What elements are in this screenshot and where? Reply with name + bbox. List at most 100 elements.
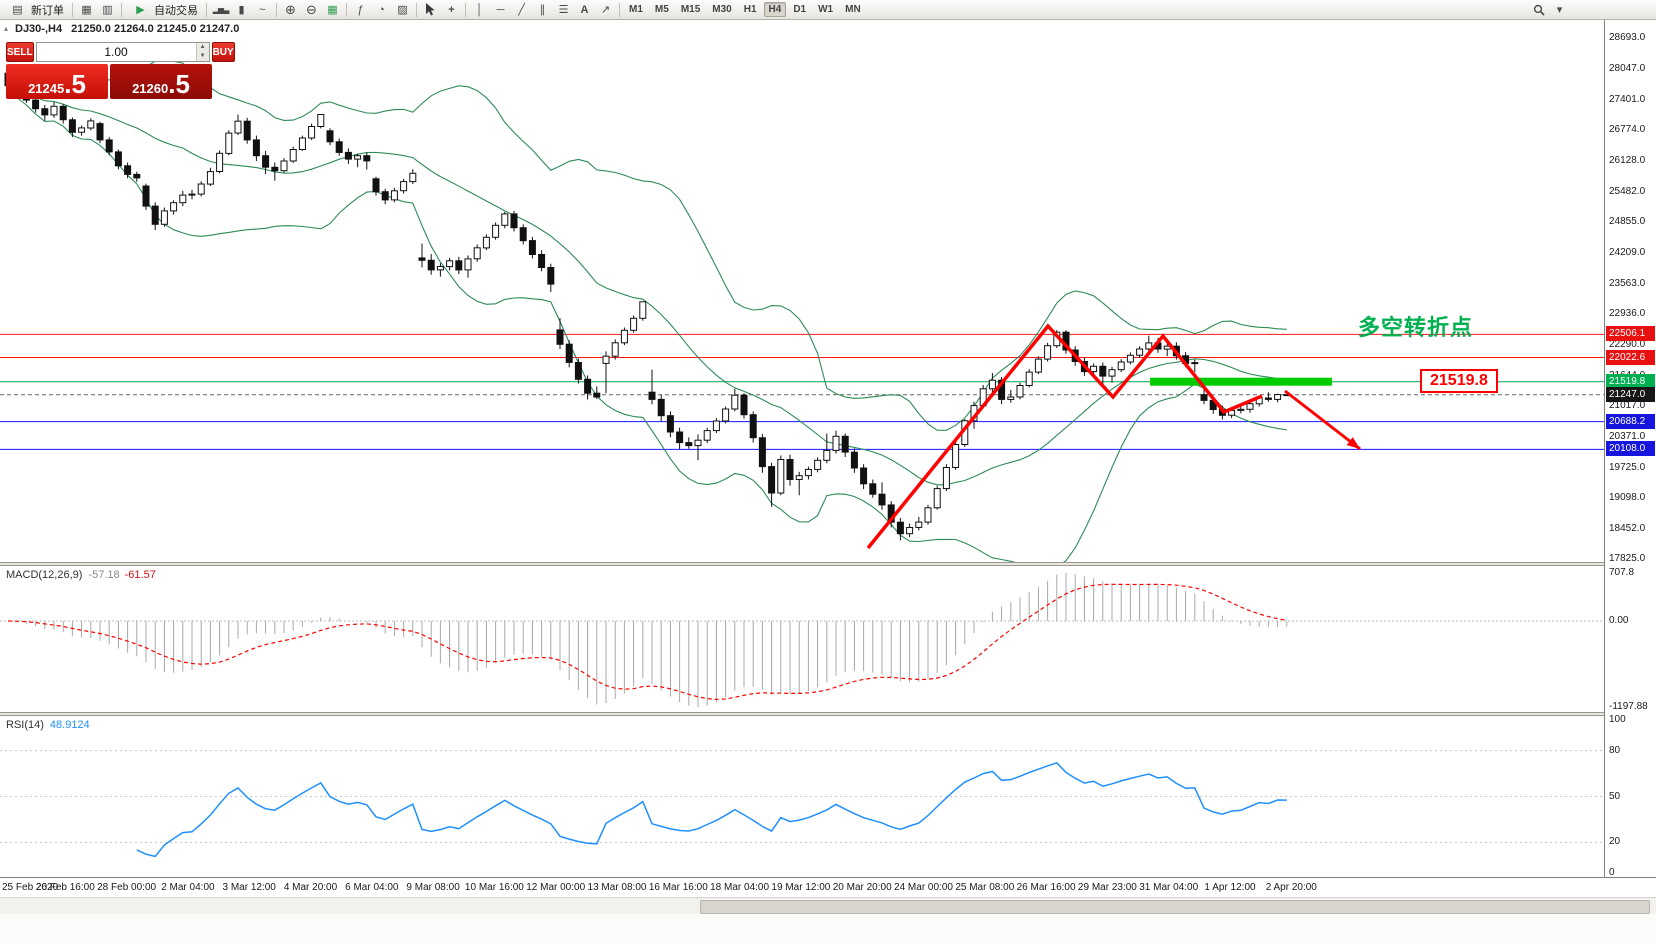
sell-price-button[interactable]: 21245 .5 <box>6 64 108 99</box>
volume-box: ▲ ▼ <box>35 42 210 62</box>
timeframe-mn[interactable]: MN <box>845 4 861 15</box>
line-chart-icon[interactable]: ~ <box>259 3 266 16</box>
rsi-axis-label: 80 <box>1609 744 1621 756</box>
bottom-filler <box>0 914 1656 944</box>
trendline-tool-icon[interactable]: ╱ <box>518 4 525 16</box>
scrollbar-thumb[interactable] <box>700 900 1650 914</box>
tile-windows-icon[interactable]: ▦ <box>327 4 338 16</box>
zoom-out-icon[interactable]: ⊖ <box>306 1 317 17</box>
period-icon[interactable]: ◔ <box>378 3 385 16</box>
timeframe-m15[interactable]: M15 <box>680 4 701 15</box>
auto-trading-play-icon: ▶ <box>136 4 145 16</box>
main-chart-plot[interactable] <box>0 20 1604 562</box>
horizontal-line-tool-icon[interactable]: ─ <box>496 3 505 16</box>
time-label: 6 Mar 04:00 <box>345 882 399 893</box>
buy-button[interactable]: BUY <box>211 42 235 62</box>
crosshair-icon[interactable]: + <box>448 3 455 16</box>
timeframe-m5[interactable]: M5 <box>654 4 669 15</box>
time-label: 4 Mar 20:00 <box>283 882 338 893</box>
time-label: 2 Mar 04:00 <box>161 882 215 893</box>
fibonacci-tool-icon[interactable]: ☰ <box>558 4 569 16</box>
price-axis[interactable]: 28693.0 28047.0 27401.0 26774.0 26128.0 25482… <box>1604 20 1656 878</box>
time-label: 31 Mar 04:00 <box>1139 882 1199 893</box>
zoom-in-icon[interactable]: ⊕ <box>285 1 296 17</box>
timeframe-h1[interactable]: H1 <box>743 4 757 15</box>
price-tick: 18452.0 <box>1609 522 1646 534</box>
price-tick: 20371.0 <box>1609 430 1646 442</box>
buy-price-main: 21260 <box>132 81 169 96</box>
timeframe-h4[interactable]: H4 <box>763 2 787 17</box>
new-order-button[interactable]: ▤ 新订单 <box>2 1 69 18</box>
channel-tool-icon[interactable]: ∥ <box>539 4 546 16</box>
macd-signal-value: -61.57 <box>124 569 156 581</box>
panel-sash-rsi[interactable] <box>0 712 1656 716</box>
rsi-panel-plot[interactable] <box>0 716 1604 877</box>
macd-panel-plot[interactable] <box>0 566 1604 712</box>
time-axis[interactable]: 25 Feb 2020 26 Feb 16:00 28 Feb 00:00 2 Mar… <box>0 877 1656 897</box>
toolbar-dropdown-icon[interactable]: ▾ <box>1556 4 1563 16</box>
macd-axis-label: -1197.88 <box>1609 701 1648 712</box>
sell-price-fraction: .5 <box>64 69 86 99</box>
time-label: 3 Mar 12:00 <box>222 882 276 893</box>
price-tick: 24209.0 <box>1609 246 1646 258</box>
timeframe-m30[interactable]: M30 <box>712 4 732 15</box>
time-label: 19 Mar 12:00 <box>771 882 831 893</box>
turning-point-annotation: 多空转折点 <box>1358 315 1474 340</box>
macd-name: MACD(12,26,9) <box>6 569 83 581</box>
volume-down-button[interactable]: ▼ <box>196 52 209 61</box>
toolbar-separator <box>465 2 466 17</box>
text-tool-icon[interactable]: A <box>580 3 589 16</box>
bar-chart-icon[interactable]: ▂▅▃ <box>212 5 229 14</box>
time-label: 9 Mar 08:00 <box>406 882 460 893</box>
rsi-label: RSI(14) 48.9124 <box>6 719 90 731</box>
new-order-icon: ▤ <box>12 4 23 16</box>
toolbar-separator <box>72 2 73 17</box>
timeframe-w1[interactable]: W1 <box>818 4 834 15</box>
price-tick: 24855.0 <box>1609 215 1646 227</box>
candlestick-icon[interactable]: ▮ <box>238 4 245 16</box>
price-tick: 28047.0 <box>1609 62 1646 74</box>
toolbar-separator <box>206 2 207 17</box>
time-label: 1 Apr 12:00 <box>1204 882 1256 893</box>
indicators-icon[interactable]: ƒ <box>357 3 364 16</box>
magnifier-glyph <box>1533 4 1545 16</box>
volume-input[interactable] <box>36 43 196 61</box>
sell-price-main: 21245 <box>28 81 65 96</box>
price-tick: 27401.0 <box>1609 93 1646 105</box>
panel-sash-macd[interactable] <box>0 562 1656 566</box>
new-chart-icon[interactable]: ▦ <box>81 4 92 16</box>
toolbar-separator <box>346 2 347 17</box>
chart-title: DJ30-,H4 21250.0 21264.0 21245.0 21247.0 <box>15 23 239 35</box>
price-tick: 23563.0 <box>1609 277 1646 289</box>
time-label: 25 Mar 08:00 <box>955 882 1015 893</box>
rsi-name: RSI(14) <box>6 719 44 731</box>
buy-price-button[interactable]: 21260 .5 <box>110 64 212 99</box>
price-tick: 25482.0 <box>1609 185 1646 197</box>
auto-trading-label: 自动交易 <box>154 4 198 17</box>
toolbar: ▤ 新订单 ▦ ▥ ▶ 自动交易 ▂▅▃ ▮ ~ ⊕ ⊖ ▦ ƒ ◔ ▨ + │… <box>0 0 1656 20</box>
template-icon[interactable]: ▨ <box>397 4 408 16</box>
horizontal-scrollbar[interactable] <box>0 897 1656 914</box>
price-tick: 19098.0 <box>1609 491 1646 503</box>
time-label: 26 Feb 16:00 <box>35 882 95 893</box>
price-tick: 26128.0 <box>1609 154 1646 166</box>
timeframe-m1[interactable]: M1 <box>629 4 643 15</box>
sell-button[interactable]: SELL <box>6 42 34 62</box>
price-badge: 21519.8 <box>1606 373 1655 389</box>
price-tick: 17825.0 <box>1609 552 1646 564</box>
rsi-axis-label: 100 <box>1609 714 1626 725</box>
collapse-one-click-icon[interactable]: ▴ <box>4 24 9 33</box>
price-badge: 21247.0 <box>1606 386 1655 402</box>
toolbar-separator <box>416 2 417 17</box>
volume-up-button[interactable]: ▲ <box>196 43 209 52</box>
profiles-icon[interactable]: ▥ <box>102 4 113 16</box>
time-label: 12 Mar 00:00 <box>526 882 586 893</box>
search-icon[interactable] <box>1529 1 1548 18</box>
auto-trading-button[interactable]: ▶ 自动交易 <box>125 1 203 18</box>
arrow-tool-icon[interactable]: ↗ <box>600 4 611 16</box>
rsi-value: 48.9124 <box>49 719 90 731</box>
price-badge: 20108.0 <box>1606 441 1655 457</box>
cursor-icon[interactable] <box>421 1 440 18</box>
vertical-line-tool-icon[interactable]: │ <box>476 3 483 16</box>
timeframe-d1[interactable]: D1 <box>793 4 807 15</box>
